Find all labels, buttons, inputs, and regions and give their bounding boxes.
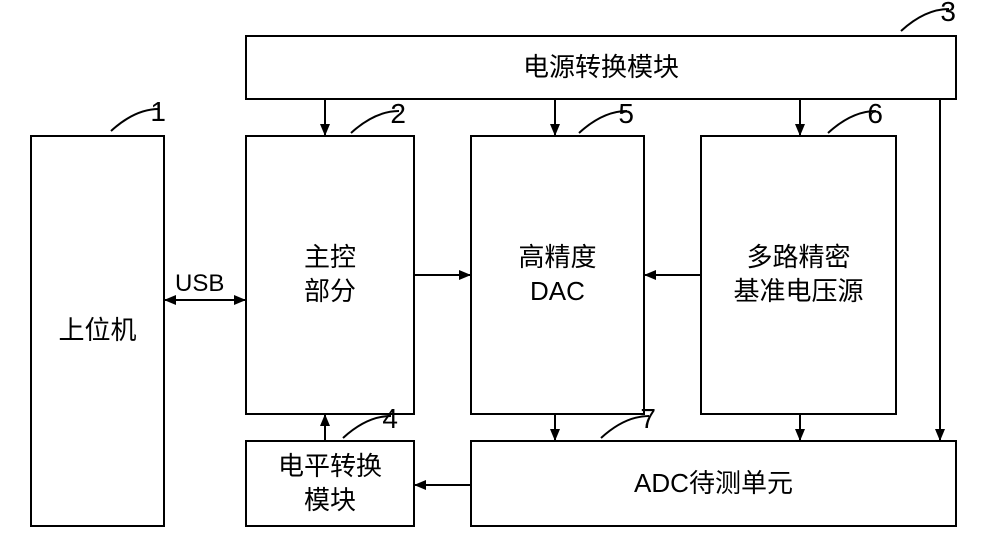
node-label: 高精度DAC — [518, 241, 596, 309]
node-n7: ADC待测单元 — [470, 440, 957, 527]
node-label: 多路精密基准电压源 — [733, 241, 863, 309]
callout-number: 2 — [390, 98, 406, 130]
node-label: 上位机 — [58, 314, 136, 348]
callout-number: 4 — [382, 403, 398, 435]
node-n3: 电源转换模块 — [245, 35, 957, 100]
callout-number: 3 — [940, 0, 956, 28]
callout-number: 7 — [640, 403, 656, 435]
label-usb: USB — [175, 270, 224, 298]
node-label: 主控部分 — [304, 241, 356, 309]
callout-number: 1 — [150, 96, 166, 128]
callout-n4: 4 — [342, 415, 392, 439]
callout-number: 5 — [618, 98, 634, 130]
node-n5: 高精度DAC — [470, 135, 645, 415]
diagram-canvas: 上位机1主控部分2电源转换模块3电平转换模块4高精度DAC5多路精密基准电压源6… — [0, 0, 1000, 551]
callout-n2: 2 — [350, 110, 400, 134]
callout-n7: 7 — [600, 415, 650, 439]
node-label: 电源转换模块 — [523, 51, 679, 85]
node-label: ADC待测单元 — [634, 467, 793, 501]
callout-n6: 6 — [827, 110, 877, 134]
node-n2: 主控部分 — [245, 135, 415, 415]
node-label: 电平转换模块 — [278, 450, 382, 518]
node-n6: 多路精密基准电压源 — [700, 135, 897, 415]
callout-n1: 1 — [110, 108, 160, 132]
node-n1: 上位机 — [30, 135, 165, 527]
callout-n5: 5 — [578, 110, 628, 134]
callout-number: 6 — [867, 98, 883, 130]
node-n4: 电平转换模块 — [245, 440, 415, 527]
callout-n3: 3 — [900, 8, 950, 32]
